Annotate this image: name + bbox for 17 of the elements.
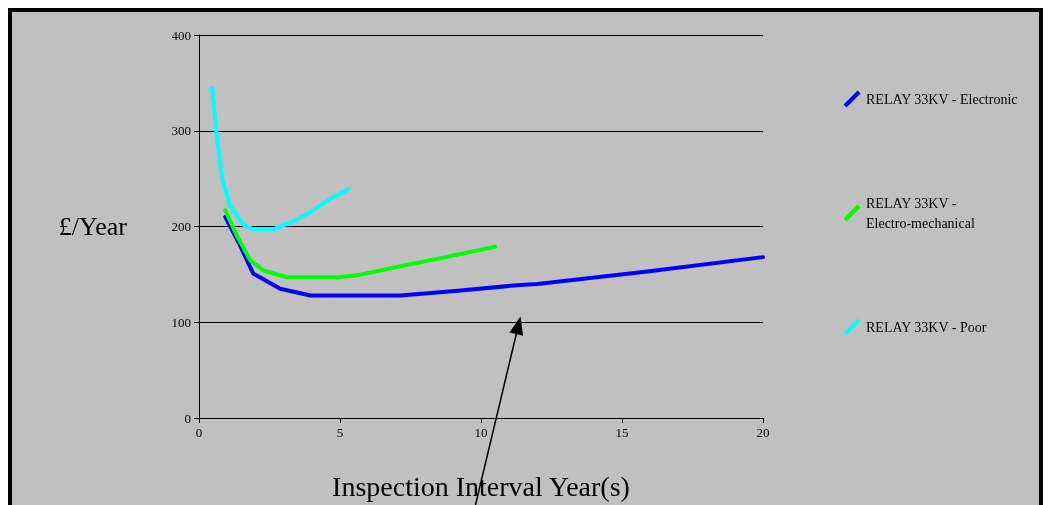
x-tick-label: 20	[756, 425, 770, 440]
legend-label: RELAY 33KV - Poor	[866, 319, 987, 335]
line-series	[223, 208, 498, 280]
legend-label: RELAY 33KV - Electronic	[866, 91, 1018, 107]
y-tick-label: 200	[171, 219, 191, 234]
y-tick-label: 100	[171, 314, 191, 330]
line-series	[209, 85, 351, 232]
line-series	[223, 214, 765, 298]
y-tick-label: 300	[171, 123, 191, 139]
x-tick-label: 15	[615, 425, 629, 440]
x-tick-label: 5	[336, 425, 344, 440]
x-tick-label: 0	[195, 425, 203, 440]
y-tick-label: 0	[184, 410, 191, 426]
y-tick-label: 400	[171, 27, 191, 43]
legend-label: RELAY 33KV - Electro-mechanical	[866, 195, 975, 231]
y-axis-title: £/Year	[58, 212, 128, 241]
x-tick-label: 10	[474, 425, 488, 440]
